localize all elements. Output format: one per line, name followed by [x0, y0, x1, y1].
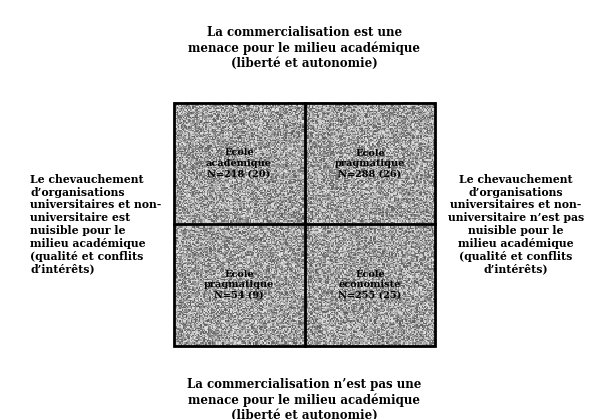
Text: École
économiste
N=255 (25): École économiste N=255 (25) — [339, 270, 401, 300]
Bar — [174, 103, 435, 346]
Text: École
académique
N=218 (20): École académique N=218 (20) — [206, 148, 272, 178]
Text: Le chevauchement
d’organisations
universitaires et non-
universitaire n’est pas
: Le chevauchement d’organisations univers… — [448, 174, 584, 274]
Text: Le chevauchement
d’organisations
universitaires et non-
universitaire est
nuisib: Le chevauchement d’organisations univers… — [30, 174, 161, 274]
Text: École
pragmatique
N=288 (26): École pragmatique N=288 (26) — [335, 148, 405, 178]
Text: École
pragmatique
N=54 (9): École pragmatique N=54 (9) — [204, 270, 274, 300]
Text: La commercialisation n’est pas une
menace pour le milieu académique
(liberté et : La commercialisation n’est pas une menac… — [188, 378, 421, 419]
Text: La commercialisation est une
menace pour le milieu académique
(liberté et autono: La commercialisation est une menace pour… — [189, 26, 420, 70]
